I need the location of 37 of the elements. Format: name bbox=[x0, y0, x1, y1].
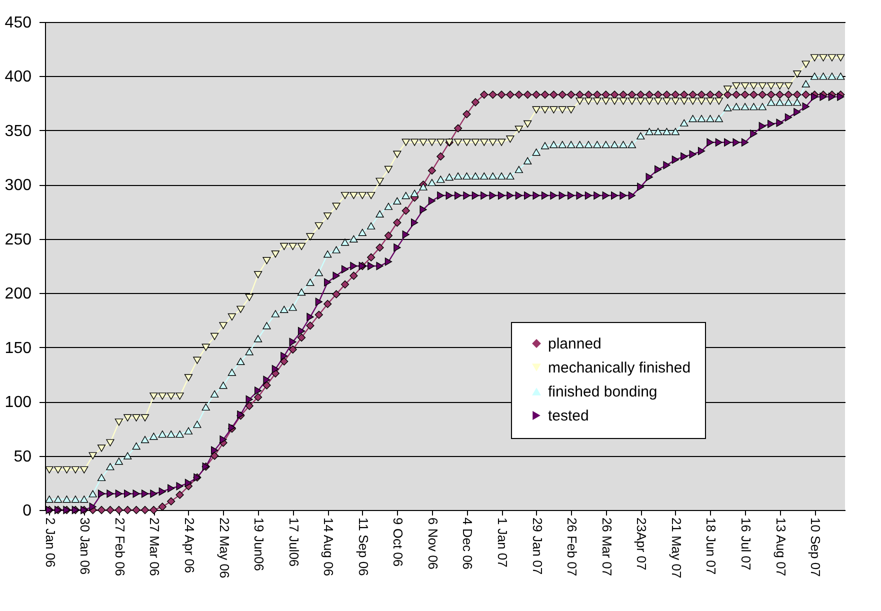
x-tick-label: 27 Mar 06 bbox=[147, 518, 162, 576]
y-tick-label: 250 bbox=[4, 231, 32, 248]
y-tick-label: 200 bbox=[4, 286, 32, 303]
x-tick-label: 29 Jan 07 bbox=[530, 518, 545, 575]
legend-label: planned bbox=[548, 336, 602, 352]
y-tick-label: 400 bbox=[4, 68, 32, 86]
x-tick-label: 26 Mar 07 bbox=[599, 518, 614, 576]
x-tick-label: 16 Jul 07 bbox=[738, 518, 754, 570]
legend-label: mechanically finished bbox=[548, 360, 691, 376]
x-tick-label: 11 Sep 06 bbox=[356, 518, 371, 576]
x-tick-label: 23Apr 07 bbox=[634, 518, 650, 570]
x-tick-label: 26 Feb 07 bbox=[564, 518, 580, 576]
y-tick-label: 450 bbox=[4, 14, 32, 32]
x-tick-label: 21 May 07 bbox=[668, 518, 684, 578]
x-tick-label: 2 Jan 06 bbox=[42, 518, 58, 568]
y-tick-label: 350 bbox=[4, 122, 32, 140]
y-tick-label: 50 bbox=[14, 448, 32, 466]
x-tick-label: 30 Jan 06 bbox=[78, 518, 93, 575]
x-tick-label: 14 Aug 06 bbox=[321, 518, 336, 576]
x-tick-label: 22 May 06 bbox=[216, 518, 232, 578]
y-tick-label: 0 bbox=[22, 502, 32, 520]
x-tick-label: 24 Apr 06 bbox=[182, 518, 197, 574]
legend-label: finished bonding bbox=[548, 384, 658, 400]
x-tick-label: 9 Oct 06 bbox=[390, 518, 406, 567]
x-tick-label: 1 Jan 07 bbox=[495, 518, 510, 568]
x-tick-label: 17 Jul06 bbox=[286, 518, 302, 567]
y-tick-label: 150 bbox=[4, 340, 32, 357]
y-tick-label: 300 bbox=[4, 177, 32, 194]
x-tick-label: 10 Sep 07 bbox=[808, 518, 824, 577]
x-tick-label: 27 Feb 06 bbox=[112, 518, 128, 576]
x-tick-label: 19 Jun06 bbox=[252, 518, 267, 571]
y-tick-label: 100 bbox=[4, 394, 32, 412]
legend-label: tested bbox=[548, 408, 589, 424]
x-tick-label: 13 Aug 07 bbox=[773, 518, 788, 576]
x-tick-label: 18 Jun 07 bbox=[704, 518, 719, 575]
x-tick-label: 4 Dec 06 bbox=[460, 518, 476, 570]
x-tick-label: 6 Nov 06 bbox=[425, 518, 440, 570]
